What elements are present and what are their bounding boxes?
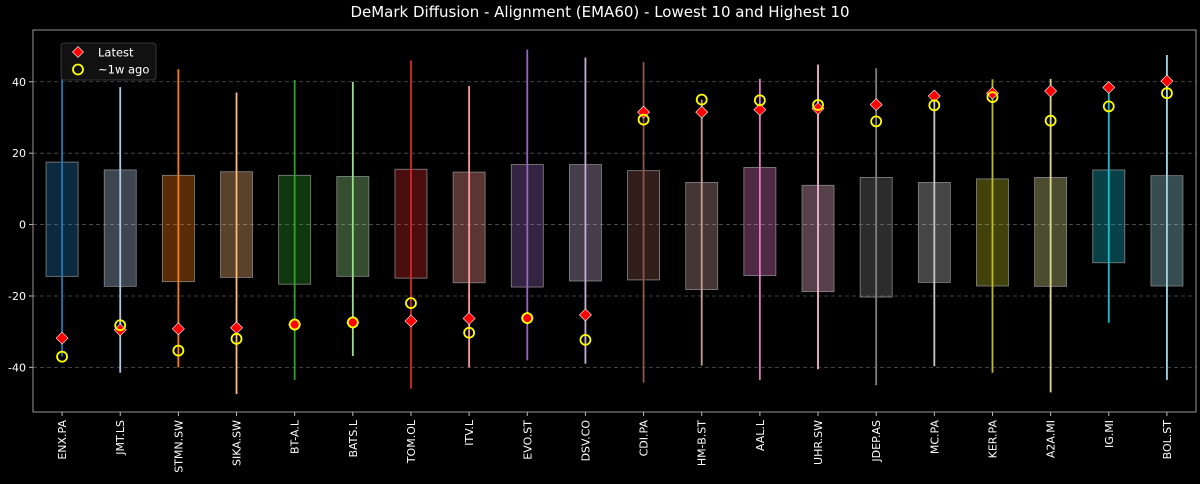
week-ago-point [870, 115, 883, 128]
box-stmn.sw [161, 69, 195, 368]
x-tick-label: A2A.MI [1045, 420, 1058, 458]
week-ago-point [753, 94, 766, 107]
x-tick-label: BOL.ST [1161, 420, 1174, 460]
week-ago-point [812, 99, 824, 111]
x-tick-label: IG.MI [1103, 420, 1116, 448]
box-bol.st [1150, 54, 1184, 380]
box-tom.ol [394, 60, 428, 389]
week-ago-point [56, 350, 68, 363]
x-tick-label: HM-B.ST [696, 420, 709, 466]
week-ago-point [695, 93, 708, 106]
week-ago-point [521, 312, 534, 325]
x-tick-label: UHR.SW [812, 420, 825, 465]
box-aal.l [743, 78, 777, 380]
latest-point [55, 331, 69, 345]
x-tick-label: BATS.L [347, 419, 360, 457]
week-ago-point [928, 99, 941, 112]
grid [33, 81, 1196, 368]
x-axis: ENX.PA JMT.LS STMN.SW SIKA.SW BT-A.L BATS.L TO… [56, 412, 1174, 473]
week-ago-point [1044, 114, 1057, 127]
y-tick-label: 40 [12, 76, 26, 89]
y-tick-label: 0 [19, 219, 26, 232]
latest-point [1160, 74, 1174, 88]
latest-point [753, 103, 767, 117]
box-jdep.as [859, 68, 893, 386]
box-a2a.mi [1034, 78, 1068, 393]
x-tick-label: KER.PA [986, 420, 999, 459]
box-enx.pa [45, 63, 79, 363]
week-ago-point [637, 113, 650, 126]
week-ago-point [463, 326, 476, 339]
x-tick-label: BT-A.L [289, 419, 302, 454]
box-sika.sw [220, 92, 253, 395]
y-tick-label: -40 [8, 361, 26, 374]
x-tick-label: TOM.OL [405, 419, 418, 464]
week-ago-point [405, 297, 417, 310]
latest-point [869, 98, 883, 112]
week-ago-point [1161, 87, 1173, 100]
x-tick-label: CDI.PA [638, 420, 651, 457]
week-ago-point [114, 319, 127, 332]
x-tick-label: AAL.L [754, 419, 767, 451]
legend-circle-icon [72, 63, 84, 76]
x-tick-label: ITV.L [463, 419, 476, 446]
latest-point [695, 105, 709, 119]
x-tick-label: MC.PA [928, 420, 941, 455]
week-ago-point [579, 333, 592, 346]
latest-point [1044, 84, 1058, 98]
x-tick-label: STMN.SW [172, 420, 185, 473]
week-ago-point [1102, 100, 1115, 113]
legend-box [60, 42, 157, 81]
legend-diamond-icon [72, 46, 84, 58]
latest-point [404, 314, 418, 328]
box-bt-a.l [278, 79, 312, 380]
plot-marks [45, 49, 1184, 395]
box-evo.st [510, 49, 544, 361]
box-ker.pa [976, 79, 1009, 373]
box-hm-b.st [685, 93, 719, 366]
week-ago-point [172, 344, 185, 357]
chart-title: DeMark Diffusion - Alignment (EMA60) - L… [350, 3, 849, 21]
x-tick-label: SIKA.SW [231, 420, 244, 466]
week-ago-point [288, 318, 301, 331]
box-cdi.pa [627, 62, 660, 383]
x-tick-label: ENX.PA [56, 420, 69, 460]
plot-frame [32, 29, 1197, 413]
x-tick-label: DSV.CO [579, 420, 592, 462]
latest-point [1102, 81, 1116, 94]
latest-point [986, 86, 999, 100]
box-mc.pa [917, 89, 951, 367]
week-ago-point [986, 91, 999, 104]
box-itv.l [452, 86, 486, 368]
y-axis: -40 -20 0 20 40 [8, 76, 33, 374]
week-ago-point [230, 332, 243, 345]
latest-point [462, 312, 476, 325]
latest-point [230, 321, 243, 335]
x-tick-label: JMT.LS [114, 420, 127, 456]
week-ago-point [346, 316, 359, 329]
legend: Latest ~1w ago [60, 42, 157, 81]
x-tick-label: JDEP.AS [870, 420, 883, 463]
box-ig.mi [1092, 81, 1126, 323]
box-uhr.sw [801, 64, 835, 370]
latest-point [171, 322, 185, 336]
box-jmt.ls [103, 87, 137, 373]
legend-label-1w-ago: ~1w ago [98, 63, 149, 77]
legend-label-latest: Latest [98, 46, 134, 60]
y-tick-label: 20 [12, 147, 26, 160]
box-bats.l [336, 81, 370, 356]
latest-point [927, 89, 941, 103]
box-dsv.co [569, 57, 602, 364]
x-tick-label: EVO.ST [521, 420, 534, 460]
y-tick-label: -20 [8, 290, 26, 303]
latest-point [579, 308, 592, 322]
